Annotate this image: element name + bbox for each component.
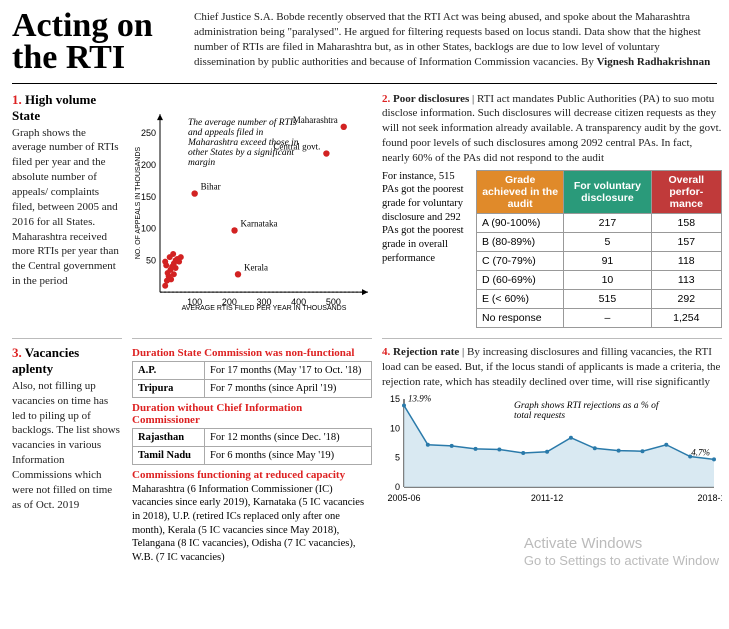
sec3-t3-body: Maharashtra (6 Information Commissioner … xyxy=(132,483,372,565)
sec4-heading: Rejection rate xyxy=(393,346,459,358)
sec3-t1-title: Duration State Commission was non-functi… xyxy=(132,347,372,359)
svg-text:Karnataka: Karnataka xyxy=(241,218,278,228)
scatter-plot: 10020030040050050100150200250AVERAGE RTI… xyxy=(132,92,372,328)
svg-text:2018-19: 2018-19 xyxy=(697,493,722,503)
svg-text:150: 150 xyxy=(141,191,156,201)
sec2-sidenote: For instance, 515 PAs got the poorest gr… xyxy=(382,170,470,265)
sec3-num: 3. xyxy=(12,345,22,360)
svg-text:13.9%: 13.9% xyxy=(408,394,431,404)
page-title: Acting on the RTI xyxy=(12,10,182,75)
disclosure-table: Grade achieved in the auditFor voluntary… xyxy=(476,170,722,328)
sec1-blurb: Graph shows the average number of RTIs f… xyxy=(12,126,122,289)
sec3-tables: Duration State Commission was non-functi… xyxy=(132,338,372,565)
svg-text:2011-12: 2011-12 xyxy=(531,493,563,503)
sec3-t2-title: Duration without Chief Information Commi… xyxy=(132,402,372,426)
svg-text:4.7%: 4.7% xyxy=(691,448,710,458)
intro-text: Chief Justice S.A. Bobde recently observ… xyxy=(194,10,717,75)
vacancy-table-1: A.P.For 17 months (May '17 to Oct. '18)T… xyxy=(132,361,372,398)
byline: Vignesh Radhakrishnan xyxy=(597,56,711,68)
sec1-num: 1. xyxy=(12,92,22,107)
sec4-num: 4. xyxy=(382,346,390,358)
svg-text:100: 100 xyxy=(141,223,156,233)
vacancy-table-2: RajasthanFor 12 months (since Dec. '18)T… xyxy=(132,428,372,465)
svg-text:5: 5 xyxy=(395,453,400,463)
svg-text:200: 200 xyxy=(141,160,156,170)
sec1-text: 1. High volume State Graph shows the ave… xyxy=(12,92,122,328)
sec3-text: 3. Vacancies aplenty Also, not filling u… xyxy=(12,338,122,565)
sec3-t3-title: Commissions functioning at reduced capac… xyxy=(132,469,372,481)
svg-text:Bihar: Bihar xyxy=(201,181,221,191)
sec1-heading: High volume State xyxy=(12,92,96,123)
sec2-heading: Poor disclosures xyxy=(393,93,469,105)
svg-text:2005-06: 2005-06 xyxy=(387,493,420,503)
sec1-chart: 10020030040050050100150200250AVERAGE RTI… xyxy=(132,92,372,328)
sec4: 4. Rejection rate | By increasing disclo… xyxy=(382,338,722,565)
svg-text:Kerala: Kerala xyxy=(244,262,268,272)
svg-text:15: 15 xyxy=(390,394,400,404)
sec2-num: 2. xyxy=(382,93,390,105)
sec2: 2. Poor disclosures | RTI act mandates P… xyxy=(382,92,722,328)
svg-text:AVERAGE RTIS FILED PER YEAR IN: AVERAGE RTIS FILED PER YEAR IN THOUSANDS xyxy=(182,305,347,312)
svg-text:50: 50 xyxy=(146,255,156,265)
sec3-blurb: Also, not filling up vacancies on time h… xyxy=(12,379,122,513)
svg-text:250: 250 xyxy=(141,128,156,138)
header: Acting on the RTI Chief Justice S.A. Bob… xyxy=(12,10,717,84)
svg-text:NO. OF APPEALS IN THOUSANDS: NO. OF APPEALS IN THOUSANDS xyxy=(135,146,142,259)
rejection-chart: 0510152005-062011-122018-1913.9%4.7%Grap… xyxy=(382,393,722,503)
sec3-heading: Vacancies aplenty xyxy=(12,345,79,376)
svg-text:10: 10 xyxy=(390,424,400,434)
svg-text:0: 0 xyxy=(395,482,400,492)
